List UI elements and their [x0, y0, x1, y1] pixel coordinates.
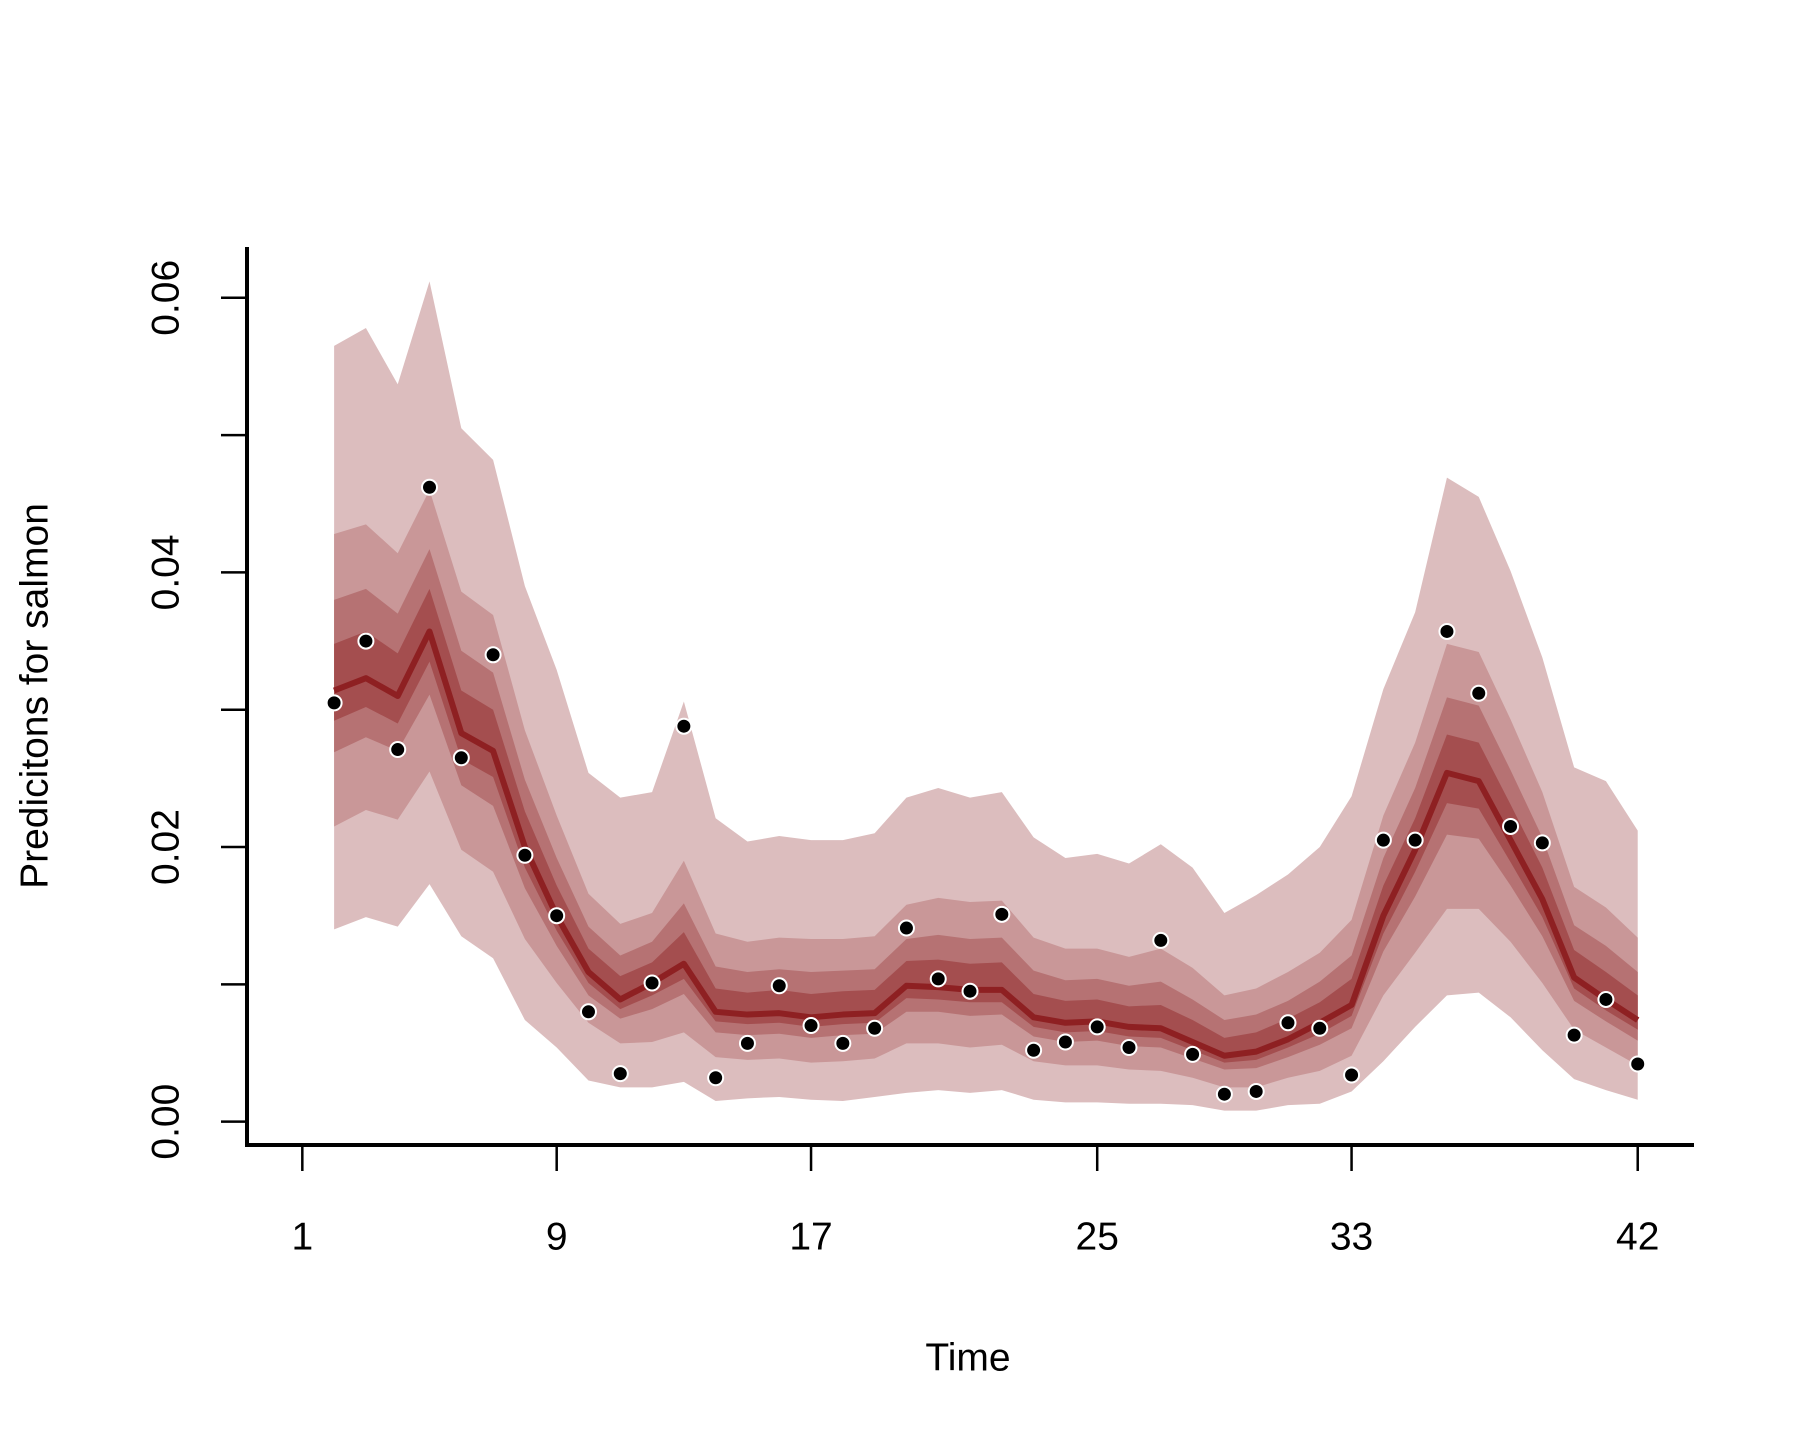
observed-point [1311, 1019, 1329, 1037]
observed-point [325, 694, 343, 712]
observed-point [707, 1069, 725, 1087]
observed-point [1152, 931, 1170, 949]
observed-point [1056, 1033, 1074, 1051]
observed-point [993, 905, 1011, 923]
observed-point [834, 1034, 852, 1052]
observed-point [611, 1065, 629, 1083]
observed-point [452, 749, 470, 767]
observed-point [1088, 1018, 1106, 1036]
observed-point [579, 1003, 597, 1021]
x-axis-title: Time [925, 1336, 1010, 1379]
x-tick-label: 9 [546, 1215, 568, 1258]
interval-band [334, 588, 1638, 1063]
x-tick-label: 1 [291, 1215, 313, 1258]
observed-point [1215, 1085, 1233, 1103]
y-tick-label: 0.06 [144, 260, 187, 336]
observed-point [1025, 1041, 1043, 1059]
observed-point [866, 1019, 884, 1037]
observed-point [1247, 1082, 1265, 1100]
observed-point [1438, 622, 1456, 640]
observed-point [1533, 834, 1551, 852]
y-tick-label: 0.02 [144, 809, 187, 885]
observed-point [516, 846, 534, 864]
y-tick-label: 0.00 [144, 1084, 187, 1160]
observed-point [802, 1017, 820, 1035]
x-tick-label: 42 [1616, 1215, 1659, 1258]
observed-point [1629, 1055, 1647, 1073]
observed-point [357, 632, 375, 650]
observed-point [1597, 990, 1615, 1008]
axis-lines [245, 247, 1694, 1147]
observed-point [1374, 831, 1392, 849]
observed-point [1343, 1066, 1361, 1084]
observed-point [389, 741, 407, 759]
observed-point [770, 977, 788, 995]
observed-point [1406, 831, 1424, 849]
observed-point [1120, 1039, 1138, 1057]
observed-point [1184, 1045, 1202, 1063]
observed-point [675, 717, 693, 735]
observed-point [738, 1034, 756, 1052]
x-tick-label: 33 [1330, 1215, 1373, 1258]
observed-point [897, 919, 915, 937]
interval-band [334, 549, 1638, 1070]
observed-point [548, 907, 566, 925]
observed-point [1470, 684, 1488, 702]
observed-point [1279, 1014, 1297, 1032]
observed-point [929, 970, 947, 988]
observed-point [484, 646, 502, 664]
observed-point [1502, 817, 1520, 835]
observed-point [643, 974, 661, 992]
observed-point [1565, 1026, 1583, 1044]
x-tick-label: 25 [1076, 1215, 1119, 1258]
y-tick-label: 0.04 [144, 534, 187, 610]
y-axis-title: Predicitons for salmon [13, 503, 56, 889]
observed-point [961, 982, 979, 1000]
observed-point [421, 478, 439, 496]
x-tick-label: 17 [789, 1215, 832, 1258]
